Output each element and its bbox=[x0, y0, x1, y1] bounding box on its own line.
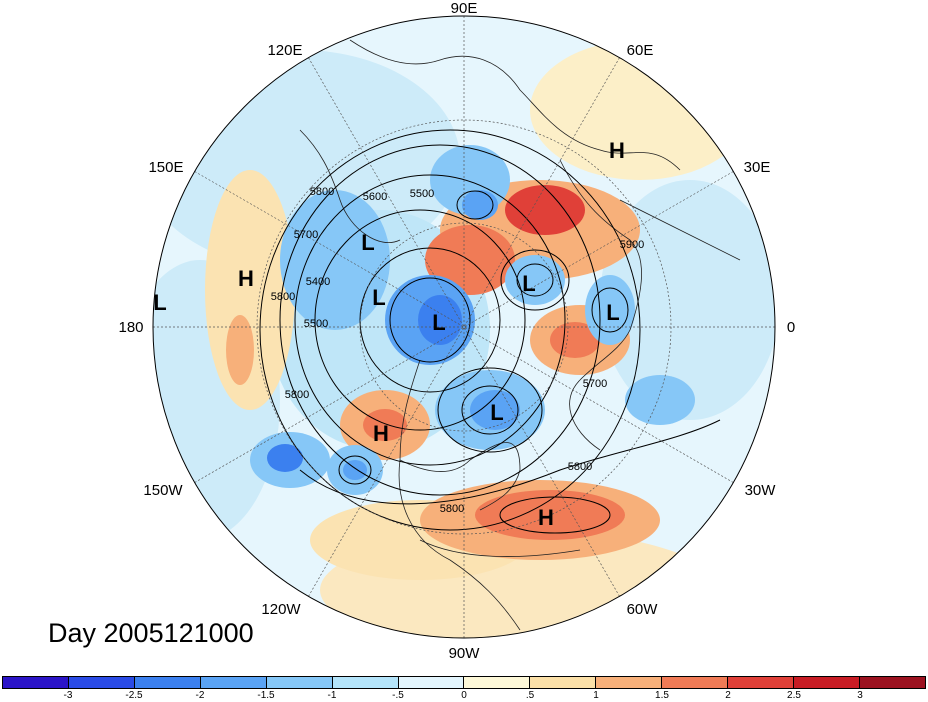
lon-label-30w: 30W bbox=[745, 482, 777, 499]
low-label-dateline: L bbox=[153, 290, 166, 315]
colorbar-labels: -3 -2.5 -2 -1.5 -1 -.5 0 .5 1 1.5 2 2.5 3 bbox=[0, 690, 928, 702]
colorbar-tick-label: 0 bbox=[461, 690, 467, 701]
colorbar-swatch bbox=[3, 677, 69, 688]
low-label-arctic: L bbox=[432, 310, 445, 335]
contour-label: 5600 bbox=[363, 191, 387, 203]
colorbar bbox=[2, 676, 926, 689]
colorbar-tick-label: 1 bbox=[593, 690, 599, 701]
colorbar-swatch bbox=[596, 677, 663, 688]
colorbar-tick-label: 2 bbox=[725, 690, 731, 701]
colorbar-tick-label: -2 bbox=[195, 690, 205, 701]
pressure-labels: H L L L L H L L L H H bbox=[153, 138, 625, 530]
colorbar-swatch bbox=[530, 677, 597, 688]
colorbar-tick-label: 1.5 bbox=[655, 690, 669, 701]
colorbar-swatch bbox=[794, 677, 860, 688]
colorbar-tick-label: -1.5 bbox=[257, 690, 275, 701]
date-title: Day 2005121000 bbox=[48, 618, 254, 648]
lon-label-60w: 60W bbox=[627, 601, 659, 618]
lon-label-120e: 120E bbox=[267, 42, 302, 59]
colorbar-tick-label: 3 bbox=[857, 690, 863, 701]
longitude-labels: 90E 60E 30E 0 30W 60W 90W 120W 150W 180 … bbox=[118, 0, 795, 662]
contour-label: 5700 bbox=[294, 229, 318, 241]
colorbar-swatch bbox=[662, 677, 729, 688]
contour-labels: 5500 5600 5800 5700 5400 5500 5800 5800 … bbox=[271, 186, 644, 515]
colorbar-swatch bbox=[68, 677, 135, 688]
contour-label: 5700 bbox=[583, 378, 607, 390]
colorbar-swatch bbox=[398, 677, 465, 688]
low-label-hudson: L bbox=[490, 400, 503, 425]
graticule bbox=[153, 16, 775, 638]
lon-label-0: 0 bbox=[787, 319, 795, 336]
high-label-siberia: H bbox=[609, 138, 625, 163]
colorbar-tick-label: .5 bbox=[525, 690, 535, 701]
colorbar-swatch bbox=[266, 677, 333, 688]
colorbar-tick-label: -3 bbox=[63, 690, 73, 701]
contour-label: 5800 bbox=[285, 389, 309, 401]
lon-label-120w: 120W bbox=[261, 601, 301, 618]
contour-label: 5800 bbox=[310, 186, 334, 198]
lon-label-150w: 150W bbox=[143, 482, 183, 499]
colorbar-tick-label: -2.5 bbox=[125, 690, 143, 701]
colorbar-swatch bbox=[332, 677, 399, 688]
lon-label-60e: 60E bbox=[627, 42, 654, 59]
contour-label: 5500 bbox=[304, 318, 328, 330]
low-label-chukotka: L bbox=[372, 285, 385, 310]
lon-label-30e: 30E bbox=[744, 159, 771, 176]
anomaly-field bbox=[153, 16, 775, 638]
contour-label: 5500 bbox=[410, 188, 434, 200]
contour-label: 5900 bbox=[620, 239, 644, 251]
lon-label-150e: 150E bbox=[148, 159, 183, 176]
lon-label-90e: 90E bbox=[451, 0, 478, 17]
high-label-pacific: H bbox=[238, 266, 254, 291]
lon-label-180: 180 bbox=[118, 319, 143, 336]
contour-label: 5800 bbox=[440, 503, 464, 515]
map-boundary bbox=[152, 15, 776, 639]
lon-label-90w: 90W bbox=[449, 645, 481, 662]
colorbar-tick-label: -1 bbox=[327, 690, 337, 701]
colorbar-swatch bbox=[859, 677, 925, 688]
low-label-kara: L bbox=[522, 271, 535, 296]
height-contours bbox=[259, 129, 721, 534]
contour-label: 5400 bbox=[306, 276, 330, 288]
colorbar-tick-label: 2.5 bbox=[787, 690, 801, 701]
colorbar-swatch bbox=[200, 677, 267, 688]
contour-label: 5800 bbox=[568, 461, 592, 473]
contour-label: 5800 bbox=[271, 291, 295, 303]
colorbar-tick-label: -.5 bbox=[392, 690, 404, 701]
low-label-east-siberia: L bbox=[361, 230, 374, 255]
colorbar-swatch bbox=[728, 677, 795, 688]
low-label-europe: L bbox=[606, 300, 619, 325]
high-label-atlantic: H bbox=[538, 505, 554, 530]
colorbar-swatch bbox=[134, 677, 201, 688]
high-label-alaska: H bbox=[373, 421, 389, 446]
colorbar-swatch bbox=[464, 677, 531, 688]
